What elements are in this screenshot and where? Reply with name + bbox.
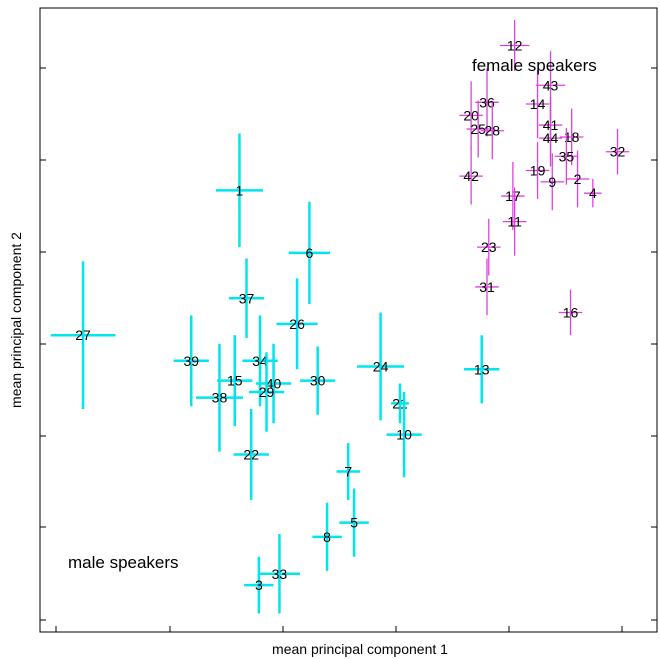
male-point-26: 26 bbox=[276, 278, 318, 370]
point-label: 20 bbox=[463, 107, 479, 123]
axis-ticks bbox=[40, 67, 657, 632]
point-label: 14 bbox=[530, 96, 546, 112]
male-point-24: 24 bbox=[357, 312, 405, 421]
female-point-11: 11 bbox=[502, 187, 527, 256]
male-point-8: 8 bbox=[312, 502, 342, 571]
point-label: 44 bbox=[543, 130, 559, 146]
female-point-44: 44 bbox=[538, 109, 563, 167]
female-point-12: 12 bbox=[499, 19, 530, 72]
point-label: 34 bbox=[252, 353, 268, 369]
point-label: 26 bbox=[289, 316, 305, 332]
point-label: 30 bbox=[310, 373, 326, 389]
female-point-42: 42 bbox=[459, 147, 483, 205]
male-point-39: 39 bbox=[173, 315, 209, 407]
point-label: 36 bbox=[479, 94, 495, 110]
point-label: 4 bbox=[589, 185, 597, 201]
point-label: 27 bbox=[75, 327, 91, 343]
female-point-20: 20 bbox=[459, 81, 483, 150]
female-point-32: 32 bbox=[605, 129, 630, 175]
point-label: 7 bbox=[344, 464, 352, 480]
female-point-14: 14 bbox=[525, 69, 550, 139]
male-point-15: 15 bbox=[217, 335, 253, 427]
point-label: 33 bbox=[272, 566, 288, 582]
point-label: 28 bbox=[485, 123, 501, 139]
point-label: 29 bbox=[259, 384, 275, 400]
female-point-9: 9 bbox=[540, 153, 565, 211]
plot-frame bbox=[39, 7, 658, 633]
point-label: 6 bbox=[306, 245, 314, 261]
point-label: 17 bbox=[505, 188, 521, 204]
female-point-17: 17 bbox=[501, 161, 525, 231]
female-point-4: 4 bbox=[584, 179, 602, 208]
point-label: 5 bbox=[350, 515, 358, 531]
female-point-19: 19 bbox=[525, 142, 550, 199]
point-label: 10 bbox=[396, 427, 412, 443]
point-label: 42 bbox=[463, 168, 479, 184]
male-point-33: 33 bbox=[258, 534, 301, 614]
x-axis-label: mean principal component 1 bbox=[272, 641, 448, 657]
annotation-male-speakers: male speakers bbox=[68, 553, 179, 572]
point-label: 12 bbox=[507, 38, 523, 54]
point-label: 39 bbox=[183, 353, 199, 369]
female-point-35: 35 bbox=[554, 127, 579, 185]
point-label: 3 bbox=[255, 577, 263, 593]
point-label: 11 bbox=[507, 214, 522, 230]
female-point-23: 23 bbox=[477, 218, 501, 276]
point-label: 22 bbox=[243, 446, 259, 462]
point-label: 43 bbox=[543, 77, 559, 93]
point-label: 9 bbox=[548, 174, 556, 190]
annotation-female-speakers: female speakers bbox=[472, 56, 597, 75]
female-point-31: 31 bbox=[475, 258, 499, 316]
male-point-10: 10 bbox=[386, 392, 422, 478]
male-point-1: 1 bbox=[215, 133, 263, 248]
male-point-6: 6 bbox=[288, 201, 331, 304]
point-label: 35 bbox=[559, 148, 575, 164]
y-axis-label: mean principal component 2 bbox=[8, 232, 24, 408]
point-label: 1 bbox=[236, 182, 244, 198]
male-point-40: 40 bbox=[255, 343, 292, 424]
male-point-21: 21 bbox=[391, 383, 409, 424]
male-point-37: 37 bbox=[228, 258, 265, 339]
male-point-27: 27 bbox=[50, 261, 116, 410]
point-label: 23 bbox=[481, 239, 497, 255]
point-label: 8 bbox=[323, 529, 331, 545]
female-point-36: 36 bbox=[475, 68, 499, 137]
point-label: 2 bbox=[574, 171, 582, 187]
male-point-5: 5 bbox=[339, 488, 369, 557]
female-point-2: 2 bbox=[565, 150, 590, 208]
female-point-16: 16 bbox=[558, 289, 583, 336]
point-label: 15 bbox=[227, 373, 243, 389]
point-label: 32 bbox=[610, 144, 626, 160]
point-label: 19 bbox=[530, 162, 546, 178]
point-label: 21 bbox=[392, 395, 408, 411]
male-point-38: 38 bbox=[195, 343, 243, 452]
male-point-22: 22 bbox=[233, 409, 269, 500]
point-label: 38 bbox=[212, 390, 228, 406]
point-label: 13 bbox=[474, 361, 490, 377]
point-label: 31 bbox=[479, 279, 495, 295]
point-label: 37 bbox=[239, 290, 255, 306]
female-point-25: 25 bbox=[466, 100, 490, 158]
point-label: 16 bbox=[563, 304, 579, 320]
female-point-28: 28 bbox=[480, 102, 505, 160]
point-label: 40 bbox=[266, 375, 282, 391]
male-point-13: 13 bbox=[464, 335, 500, 404]
point-label: 24 bbox=[373, 358, 389, 374]
point-label: 18 bbox=[564, 129, 580, 145]
point-label: 25 bbox=[470, 121, 486, 137]
male-point-7: 7 bbox=[336, 443, 360, 500]
male-point-30: 30 bbox=[300, 346, 336, 415]
male-point-3: 3 bbox=[244, 556, 274, 614]
male-point-29: 29 bbox=[248, 352, 285, 432]
